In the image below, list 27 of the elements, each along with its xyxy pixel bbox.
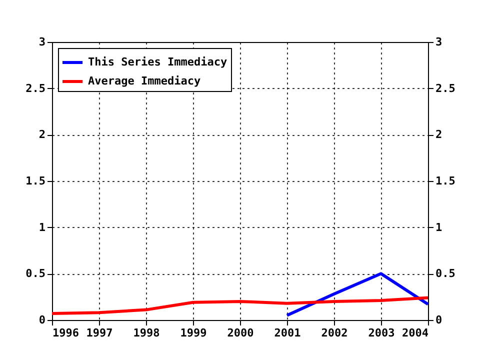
x-tick-label: 1998 bbox=[133, 326, 160, 340]
legend-label: Average Immediacy bbox=[88, 74, 201, 88]
y-tick-label: 2.5 bbox=[26, 82, 46, 95]
y2-tick-label: 2 bbox=[436, 128, 442, 142]
x-tick-label: 1996 bbox=[52, 326, 80, 340]
y2-tick-label: 1.5 bbox=[436, 174, 456, 188]
x-tick-label: 1997 bbox=[86, 326, 113, 340]
x-tick-label: 2002 bbox=[321, 326, 348, 340]
line-series bbox=[50, 296, 430, 316]
y-tick-label: 0.5 bbox=[26, 267, 46, 280]
y-tick-label: 1 bbox=[38, 220, 46, 234]
y2-tick-label: 2.5 bbox=[436, 82, 456, 95]
x-tick-label: 2001 bbox=[274, 326, 302, 340]
y2-tick-label: 3 bbox=[436, 36, 442, 48]
x-tick-label: 1999 bbox=[180, 326, 207, 340]
y-tick-label: 2 bbox=[38, 128, 46, 142]
x-tick-label: 2003 bbox=[368, 326, 395, 340]
legend-label: This Series Immediacy bbox=[88, 56, 228, 68]
y-tick-label: 0 bbox=[38, 314, 46, 326]
y-tick-label: 1.5 bbox=[26, 174, 46, 188]
x-tick-label: 2000 bbox=[227, 326, 254, 340]
line-series bbox=[286, 272, 430, 317]
y2-tick-label: 0 bbox=[436, 314, 442, 326]
y2-tick-label: 0.5 bbox=[436, 267, 456, 280]
x-tick-label: 2004 bbox=[402, 326, 429, 340]
y-tick-label: 3 bbox=[38, 36, 46, 48]
y2-tick-label: 1 bbox=[436, 220, 442, 234]
